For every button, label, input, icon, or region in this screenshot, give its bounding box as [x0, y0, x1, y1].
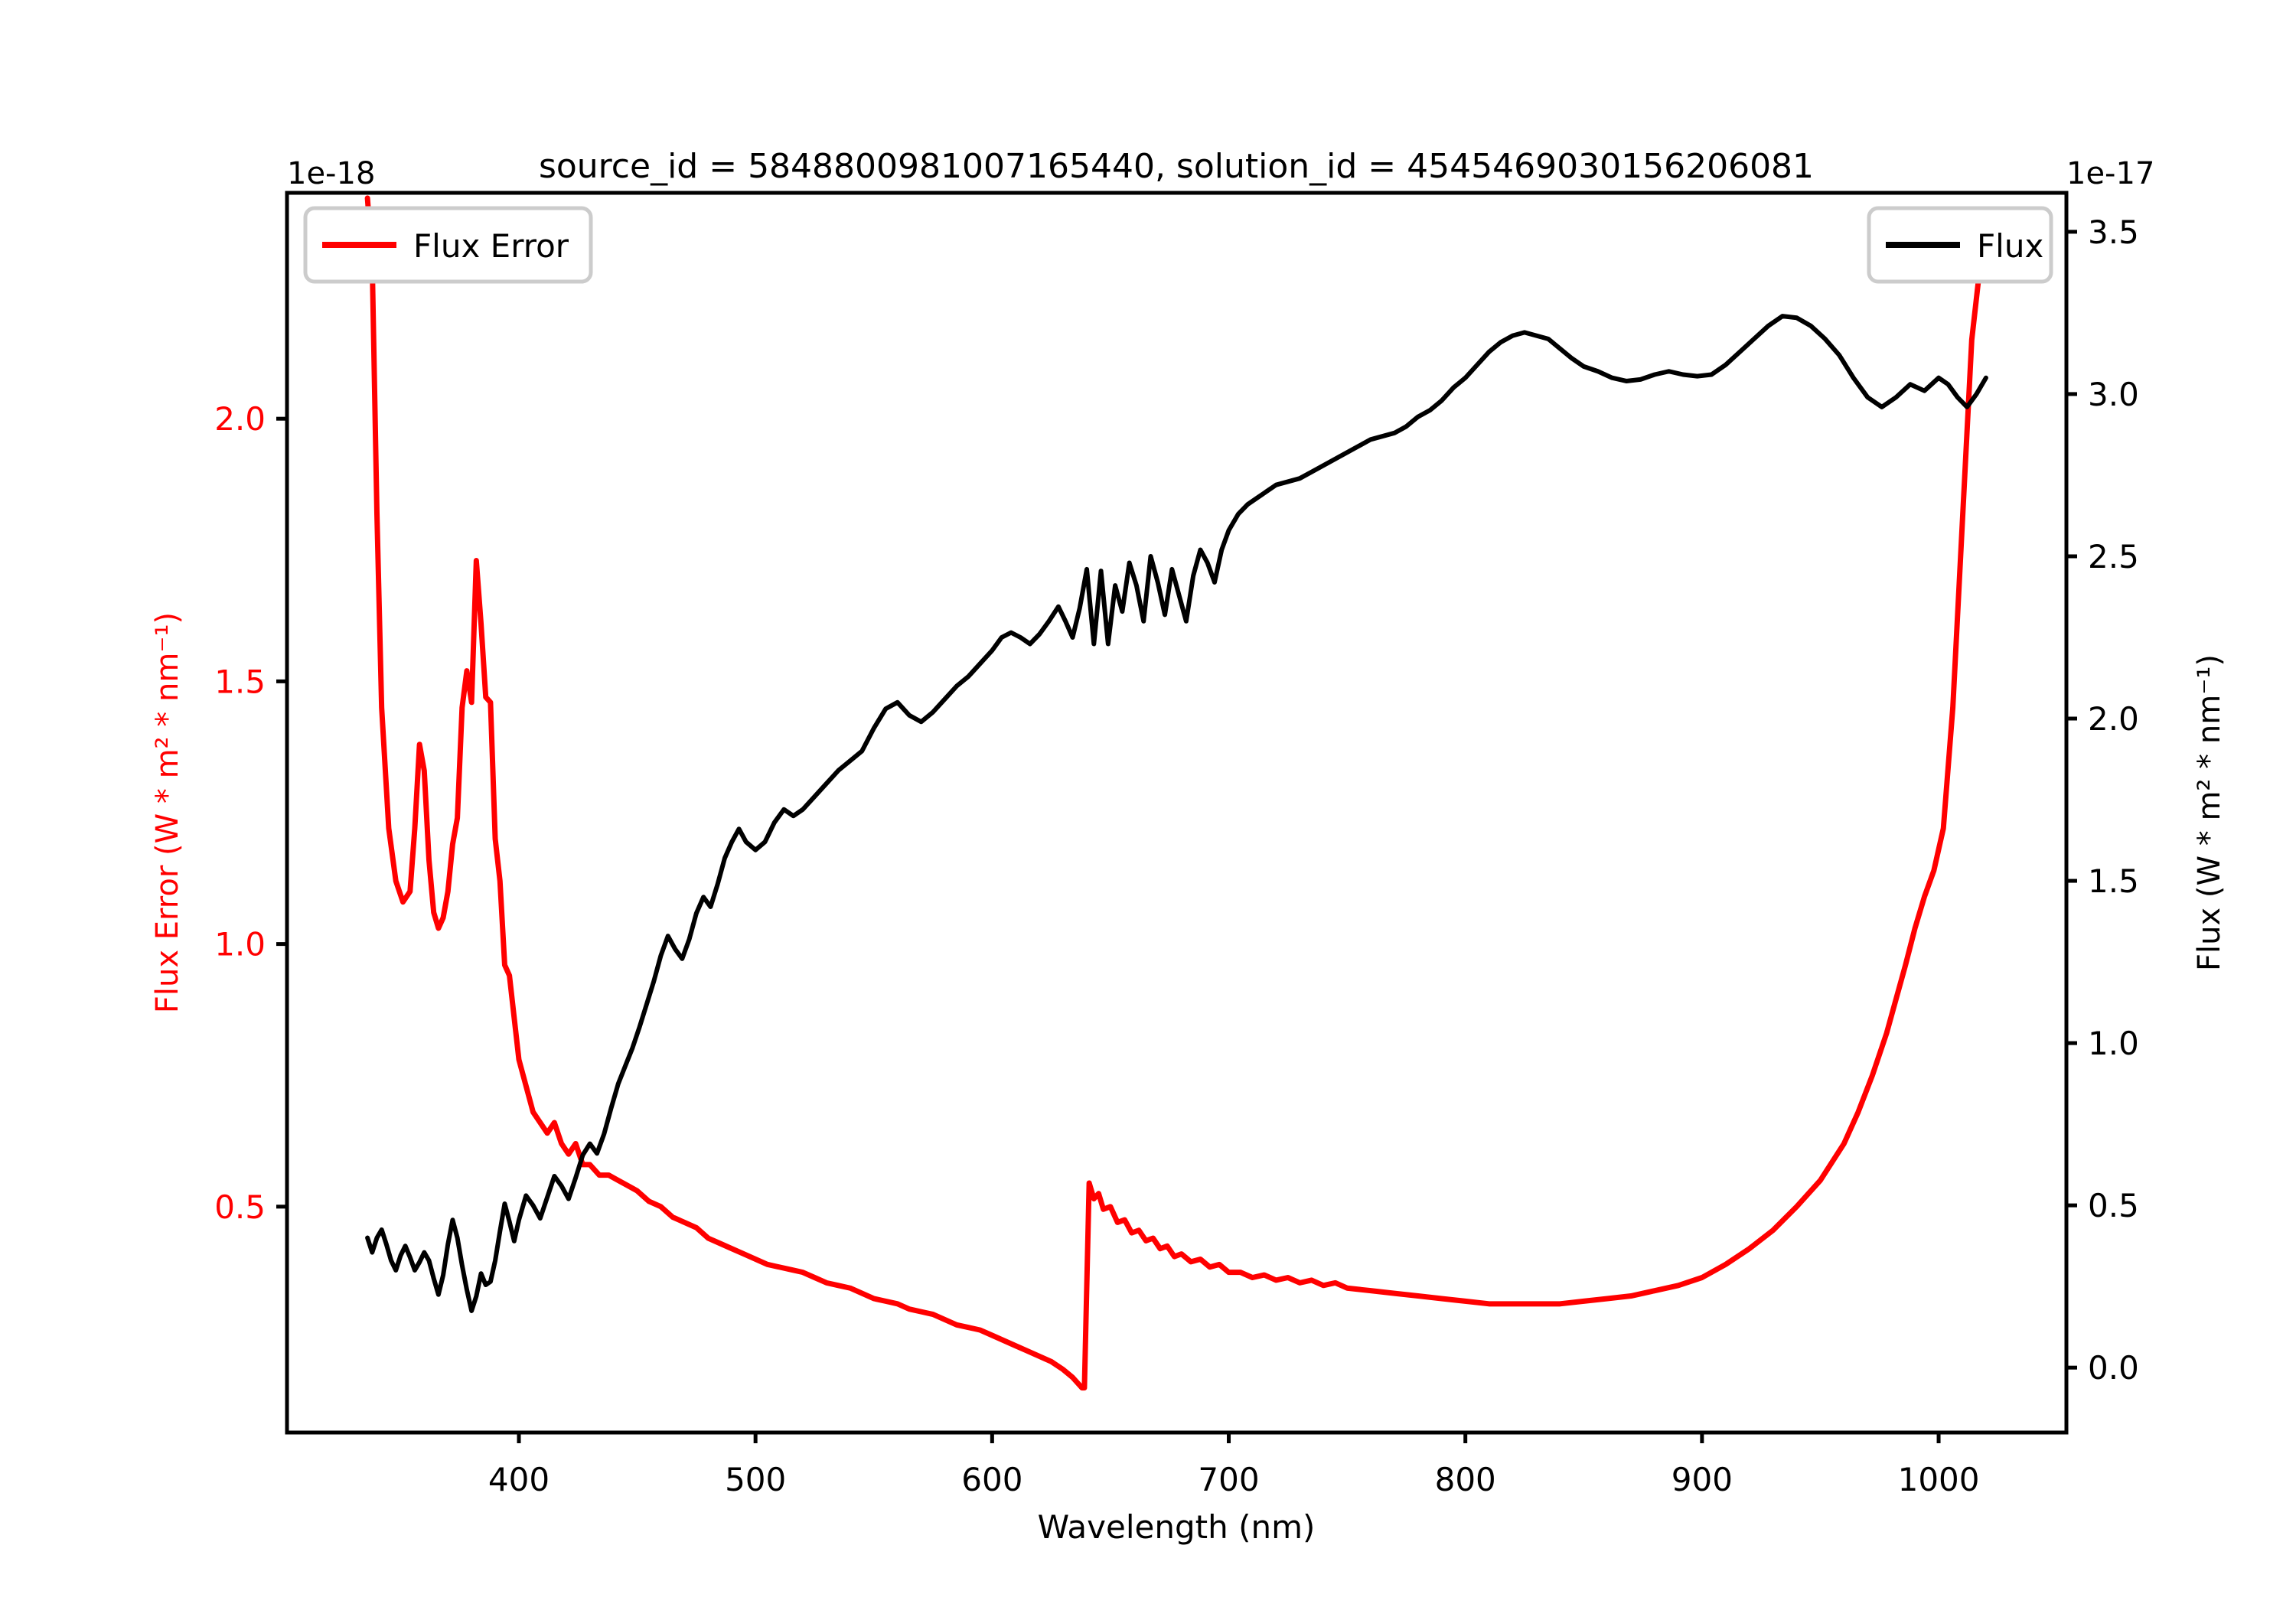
- right-y-tick-label: 3.5: [2088, 214, 2139, 251]
- page-title: source_id = 5848800981007165440, solutio…: [539, 147, 1814, 186]
- x-tick-label: 600: [961, 1461, 1022, 1498]
- legend-flux-error-box: [303, 206, 593, 284]
- x-tick-label: 500: [725, 1461, 786, 1498]
- right-y-tick-label: 3.0: [2088, 376, 2139, 413]
- right-y-tick-label: 1.0: [2088, 1025, 2139, 1062]
- right-y-tick-label: 2.5: [2088, 538, 2139, 575]
- legend-flux-label: Flux: [1977, 227, 2043, 265]
- left-y-axis-label: Flux Error (W * m² * nm⁻¹): [150, 612, 185, 1013]
- right-y-tick-label: 0.5: [2088, 1187, 2139, 1224]
- right-y-axis-ticks: 0.0 0.5 1.0 1.5 2.0 2.5 3.0 3.5: [2066, 214, 2139, 1387]
- x-axis-label: Wavelength (nm): [1038, 1508, 1316, 1546]
- x-tick-label: 900: [1671, 1461, 1733, 1498]
- x-tick-label: 1000: [1898, 1461, 1980, 1498]
- left-y-tick-label: 2.0: [214, 400, 266, 438]
- legend-flux-error[interactable]: Flux Error: [303, 206, 593, 284]
- flux-error-line: [364, 195, 1989, 1391]
- right-y-tick-label: 1.5: [2088, 862, 2139, 900]
- x-tick-label: 400: [488, 1461, 550, 1498]
- left-y-tick-label: 1.0: [214, 926, 266, 963]
- left-y-axis-ticks: 0.5 1.0 1.5 2.0: [214, 400, 287, 1226]
- x-tick-label: 800: [1435, 1461, 1496, 1498]
- legend-flux[interactable]: Flux: [1867, 206, 2053, 284]
- legend-flux-error-label: Flux Error: [413, 227, 569, 265]
- left-axis-offset-label: 1e-18: [287, 156, 375, 191]
- right-axis-offset-label: 1e-17: [2066, 156, 2154, 191]
- x-tick-label: 700: [1198, 1461, 1259, 1498]
- left-y-tick-label: 1.5: [214, 663, 266, 700]
- right-y-tick-label: 0.0: [2088, 1349, 2139, 1387]
- right-y-tick-label: 2.0: [2088, 700, 2139, 738]
- right-y-axis-label: Flux (W * m² * nm⁻¹): [2192, 654, 2227, 971]
- x-axis-ticks: 400 500 600 700 800 900 1000: [488, 1433, 1980, 1498]
- plot-frame: [285, 191, 2069, 1435]
- left-y-tick-label: 0.5: [214, 1188, 266, 1226]
- flux-line: [365, 314, 1988, 1313]
